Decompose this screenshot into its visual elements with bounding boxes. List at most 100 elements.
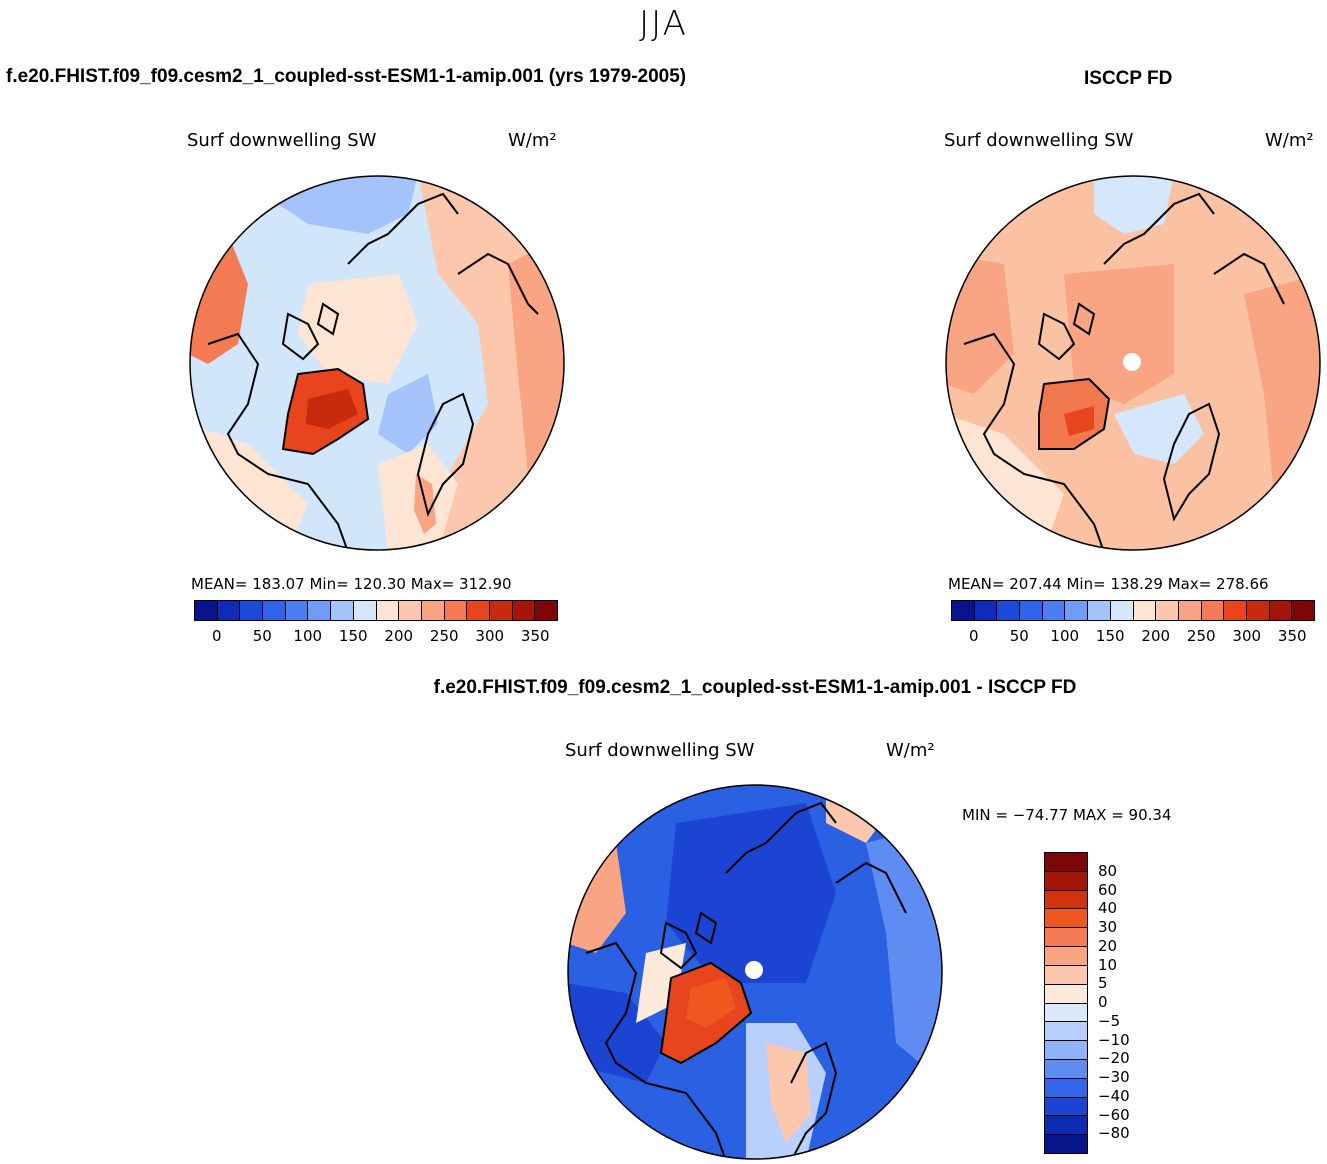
obs-colorbar-swatch — [1088, 601, 1111, 620]
diff-variable-title: Surf downwelling SW — [565, 740, 755, 761]
model-colorbar-swatch — [489, 601, 513, 620]
diff-colorbar-label: 30 — [1098, 918, 1118, 936]
obs-colorbar-swatch — [1269, 601, 1293, 620]
diff-colorbar-swatch — [1045, 984, 1087, 1004]
diff-minmax: MIN = −74.77 MAX = 90.34 — [962, 806, 1172, 824]
obs-colorbar-swatch — [1042, 601, 1066, 620]
diff-colorbar-swatch — [1045, 1135, 1087, 1153]
diff-units: W/m² — [886, 740, 935, 761]
model-colorbar-swatch — [331, 601, 354, 620]
diff-colorbar-swatch — [1045, 1022, 1087, 1042]
model-colorbar-swatch — [512, 601, 536, 620]
diff-colorbar-label: 40 — [1098, 899, 1118, 918]
obs-stats: MEAN= 207.44 Min= 138.29 Max= 278.66 — [948, 575, 1269, 593]
diff-colorbar-label: −80 — [1098, 1124, 1130, 1143]
obs-colorbar-swatch — [1156, 601, 1179, 620]
diff-missing-pole-cap — [745, 961, 763, 979]
obs-colorbar-tick-label: 350 — [1277, 627, 1307, 645]
obs-colorbar-swatch — [1065, 601, 1089, 620]
obs-colorbar-swatch — [1201, 601, 1225, 620]
obs-colorbar-swatch — [1246, 601, 1270, 620]
diff-colorbar-label: −60 — [1098, 1105, 1130, 1124]
diff-colorbar-swatch — [1045, 965, 1087, 985]
diff-colorbar-swatch — [1045, 1041, 1087, 1060]
model-colorbar-swatch — [467, 601, 490, 620]
diff-colorbar-swatch — [1045, 1116, 1087, 1136]
obs-colorbar-swatch — [952, 601, 975, 620]
obs-colorbar-tick-label: 100 — [1050, 627, 1080, 645]
model-colorbar-swatch — [376, 601, 400, 620]
obs-colorbar-swatch — [1133, 601, 1157, 620]
obs-case-title: ISCCP FD — [1084, 68, 1173, 89]
diff-colorbar-label: −5 — [1098, 1011, 1121, 1030]
model-colorbar-tick-label: 50 — [252, 627, 272, 645]
model-variable-title: Surf downwelling SW — [187, 130, 377, 151]
diff-colorbar-label: 80 — [1098, 861, 1118, 880]
model-colorbar-swatch — [263, 601, 286, 620]
diff-colorbar-label: 10 — [1098, 955, 1118, 974]
model-units: W/m² — [508, 130, 557, 151]
model-colorbar-swatch — [240, 601, 264, 620]
diff-polar-map — [567, 784, 943, 1160]
model-colorbar-swatch — [195, 601, 218, 620]
model-colorbar-swatch — [285, 601, 309, 620]
model-colorbar-swatch — [399, 601, 422, 620]
diff-colorbar-swatch — [1045, 1003, 1087, 1023]
diff-colorbar-swatch — [1045, 1078, 1087, 1098]
model-colorbar-swatch — [421, 601, 445, 620]
model-colorbar-swatch — [308, 601, 332, 620]
diff-colorbar — [1044, 852, 1088, 1154]
model-colorbar-tick-label: 250 — [429, 627, 459, 645]
diff-colorbar-label: 0 — [1098, 993, 1108, 1011]
obs-variable-title: Surf downwelling SW — [944, 130, 1134, 151]
model-polar-map — [189, 175, 565, 551]
model-colorbar-swatch — [535, 601, 557, 620]
model-colorbar-swatch — [217, 601, 241, 620]
diff-colorbar-swatch — [1045, 1059, 1087, 1079]
diff-colorbar-label: −20 — [1098, 1049, 1130, 1068]
model-colorbar-swatch — [444, 601, 468, 620]
diff-colorbar-swatch — [1045, 890, 1087, 910]
obs-units: W/m² — [1265, 130, 1314, 151]
model-stats: MEAN= 183.07 Min= 120.30 Max= 312.90 — [191, 575, 512, 593]
obs-colorbar-swatch — [1020, 601, 1043, 620]
obs-colorbar-tick-label: 200 — [1141, 627, 1171, 645]
model-case-title: f.e20.FHIST.f09_f09.cesm2_1_coupled-sst-… — [6, 66, 687, 87]
model-colorbar-tick-label: 100 — [293, 627, 323, 645]
obs-colorbar-swatch — [1292, 601, 1314, 620]
diff-case-title: f.e20.FHIST.f09_f09.cesm2_1_coupled-sst-… — [433, 677, 1077, 698]
obs-colorbar-tick-label: 300 — [1232, 627, 1262, 645]
diff-colorbar-label: 20 — [1098, 936, 1118, 955]
model-colorbar-swatch — [353, 601, 377, 620]
obs-polar-map — [945, 175, 1321, 551]
diff-colorbar-swatch — [1045, 1097, 1087, 1117]
diff-colorbar-label: 5 — [1098, 974, 1108, 993]
model-colorbar — [194, 600, 558, 621]
model-colorbar-ticks: 0 50 100 150 200 250 300 350 — [194, 627, 558, 647]
diff-colorbar-label: −30 — [1098, 1068, 1130, 1086]
obs-colorbar-ticks: 0 50 100 150 200 250 300 350 — [951, 627, 1315, 647]
model-colorbar-tick-label: 200 — [384, 627, 414, 645]
obs-colorbar-swatch — [1224, 601, 1247, 620]
diff-colorbar-swatch — [1045, 947, 1087, 966]
season-title: JJA — [639, 4, 688, 44]
model-colorbar-tick-label: 150 — [338, 627, 368, 645]
obs-colorbar-swatch — [974, 601, 998, 620]
diff-colorbar-swatch — [1045, 928, 1087, 948]
obs-colorbar-tick-label: 250 — [1186, 627, 1216, 645]
diff-colorbar-swatch — [1045, 871, 1087, 891]
model-colorbar-tick-label: 350 — [520, 627, 550, 645]
obs-colorbar-tick-label: 150 — [1095, 627, 1125, 645]
diff-colorbar-label: −40 — [1098, 1086, 1130, 1105]
obs-missing-pole-cap — [1123, 353, 1141, 371]
model-colorbar-tick-label: 0 — [211, 627, 222, 645]
obs-colorbar-swatch — [1178, 601, 1202, 620]
diff-colorbar-swatch — [1045, 853, 1087, 872]
model-colorbar-tick-label: 300 — [475, 627, 505, 645]
obs-colorbar — [951, 600, 1315, 621]
diff-colorbar-label: −10 — [1098, 1030, 1130, 1049]
obs-colorbar-tick-label: 50 — [1009, 627, 1029, 645]
diff-colorbar-swatch — [1045, 909, 1087, 929]
obs-colorbar-swatch — [997, 601, 1021, 620]
obs-colorbar-swatch — [1110, 601, 1134, 620]
